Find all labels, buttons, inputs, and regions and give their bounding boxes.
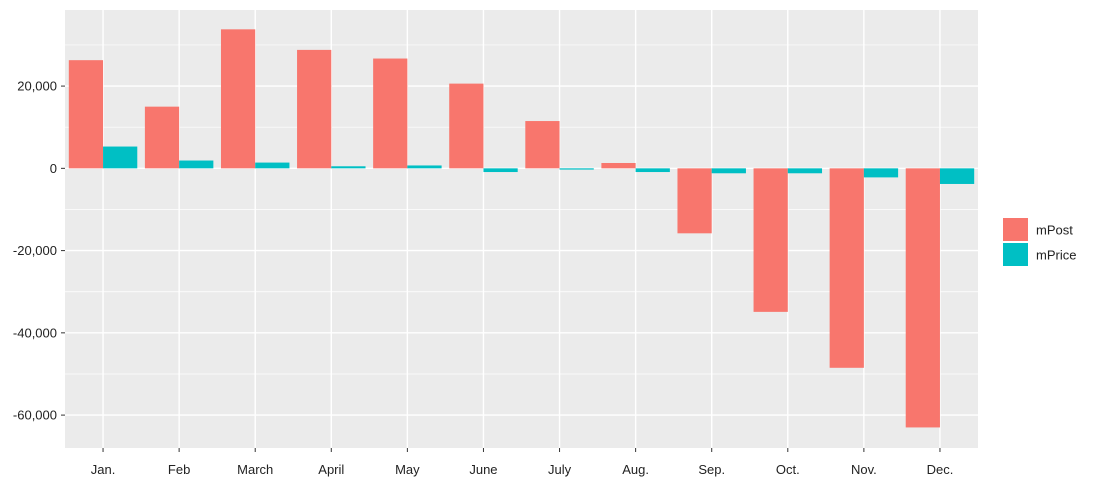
bar-mPrice-jan: [103, 147, 137, 169]
bar-mPost-nov: [830, 168, 864, 367]
bar-mPost-sep: [677, 168, 711, 233]
bar-mPrice-july: [560, 168, 594, 169]
x-tick-label-11: Dec.: [927, 462, 954, 477]
x-tick-label-2: March: [237, 462, 273, 477]
x-tick-label-0: Jan.: [91, 462, 116, 477]
x-tick-label-5: June: [469, 462, 497, 477]
x-tick-label-3: April: [318, 462, 344, 477]
x-tick-label-1: Feb: [168, 462, 190, 477]
bar-mPrice-aug: [636, 168, 670, 172]
bar-mPrice-dec: [940, 168, 974, 184]
bar-mPrice-april: [331, 166, 365, 168]
x-tick-label-4: May: [395, 462, 420, 477]
y-tick-label-2: -20,000: [13, 243, 57, 258]
bar-mPost-jan: [69, 60, 103, 168]
bar-mPost-dec: [906, 168, 940, 427]
bar-mPrice-june: [483, 168, 517, 172]
legend-label-mPrice: mPrice: [1036, 248, 1076, 263]
x-tick-label-9: Oct.: [776, 462, 800, 477]
y-tick-label-3: -40,000: [13, 325, 57, 340]
bar-mPost-oct: [754, 168, 788, 312]
bar-mPost-feb: [145, 107, 179, 169]
bar-mPost-june: [449, 84, 483, 169]
x-axis: Jan. Feb March April May June July Aug. Sep. Oct.…: [91, 448, 954, 477]
x-tick-label-7: Aug.: [622, 462, 649, 477]
bar-mPrice-feb: [179, 161, 213, 169]
bar-mPost-aug: [601, 163, 635, 168]
x-tick-label-6: July: [548, 462, 572, 477]
legend-label-mPost: mPost: [1036, 223, 1073, 238]
y-tick-label-0: 20,000: [17, 79, 57, 94]
bar-mPost-may: [373, 59, 407, 169]
legend-key-mPost: [1003, 218, 1028, 241]
legend: mPost mPrice: [1003, 218, 1076, 266]
bar-mPrice-march: [255, 163, 289, 169]
bar-mPost-april: [297, 50, 331, 168]
legend-key-mPrice: [1003, 243, 1028, 266]
y-tick-label-4: -60,000: [13, 408, 57, 423]
x-tick-label-10: Nov.: [851, 462, 877, 477]
bar-mPrice-oct: [788, 168, 822, 173]
y-axis: 20,000 0 -20,000 -40,000 -60,000: [13, 79, 65, 423]
bar-mPrice-nov: [864, 168, 898, 177]
bar-mPrice-may: [407, 165, 441, 168]
y-tick-label-1: 0: [50, 161, 57, 176]
x-tick-label-8: Sep.: [698, 462, 725, 477]
bar-mPrice-sep: [712, 168, 746, 173]
bar-mPost-july: [525, 121, 559, 168]
bar-mPost-march: [221, 29, 255, 168]
